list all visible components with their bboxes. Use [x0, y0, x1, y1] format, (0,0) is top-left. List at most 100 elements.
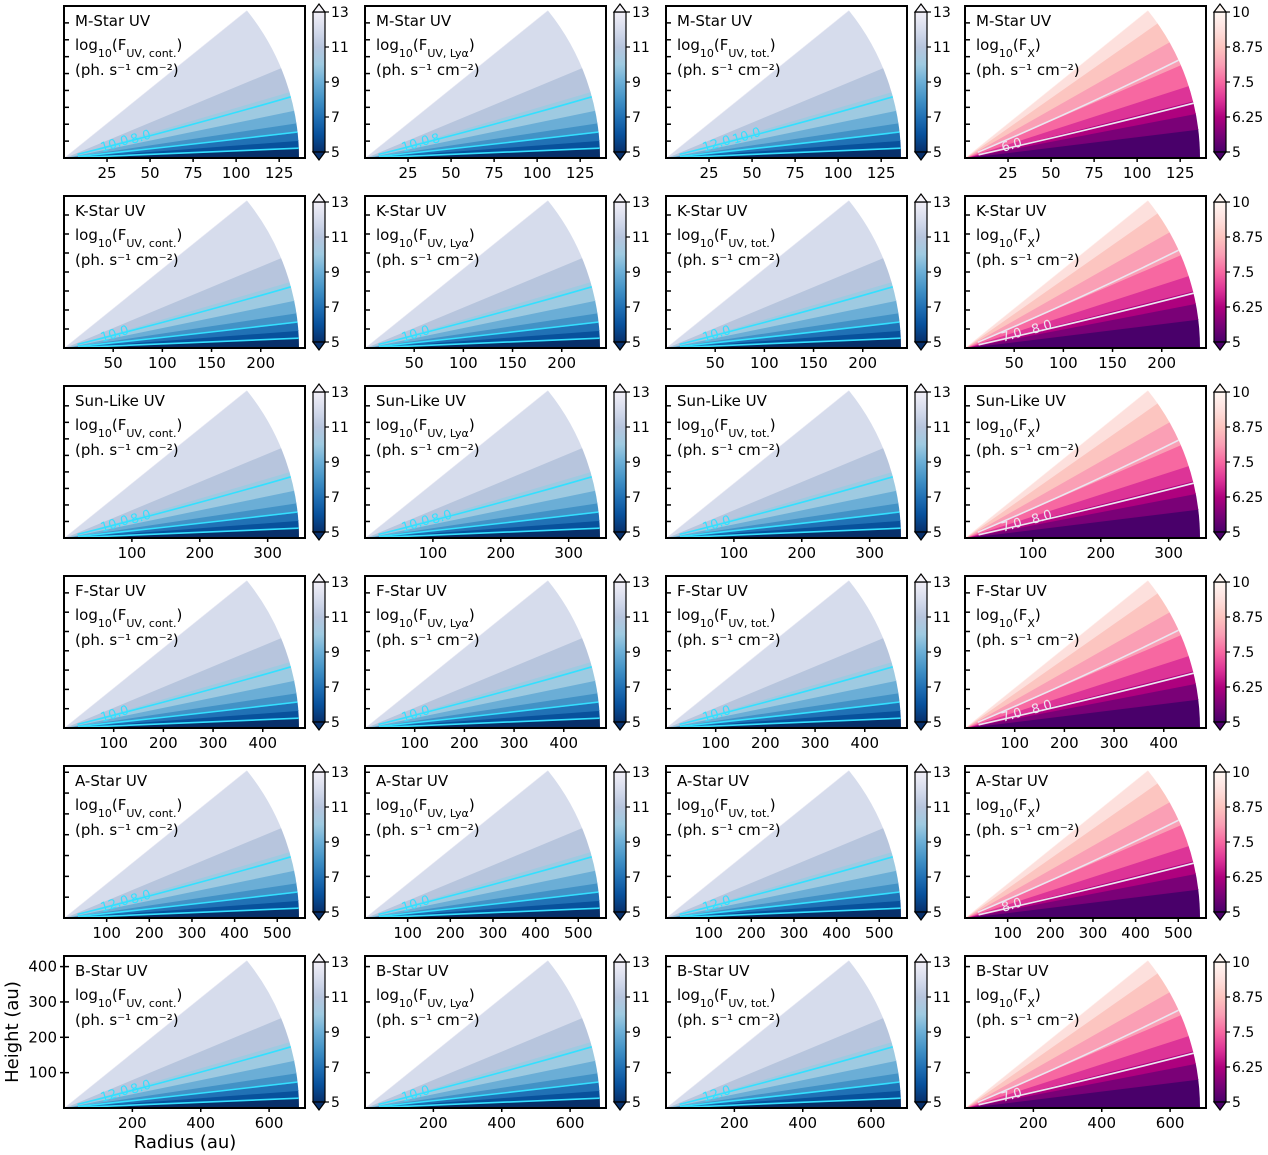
y-tick-label: 300	[28, 993, 57, 1011]
x-tick-label: 150	[197, 354, 226, 372]
panel-title: K-Star UV	[677, 202, 748, 220]
x-tick-label: 25	[699, 164, 718, 182]
colorbar-extend-top	[1212, 383, 1228, 393]
panel-title: K-Star UV	[376, 202, 447, 220]
panel-title: M-Star UV	[976, 12, 1052, 30]
colorbar-tick-label: 7	[632, 110, 641, 126]
colorbar-tick-label: 11	[933, 420, 951, 436]
panel-a-star-4: 8.0 100 200 300 400 500 A-Star UV log10(FX)(ph.…	[964, 763, 1263, 942]
panel-title: Sun-Like UV	[75, 392, 166, 410]
panel-units: (ph. s⁻¹ cm⁻²)	[976, 1011, 1080, 1029]
colorbar-tick-label: 9	[331, 835, 340, 851]
x-tick-label: 100	[393, 924, 422, 942]
colorbar-extend-bottom	[1212, 911, 1228, 921]
colorbar-tick-label: 7.5	[1232, 75, 1254, 91]
colorbar-tick-label: 7.5	[1232, 265, 1254, 281]
flux-map	[666, 960, 901, 1108]
contour-line	[679, 147, 901, 159]
colorbar-tick-label: 6.25	[1232, 1060, 1263, 1076]
axes-frame	[964, 575, 1207, 729]
colorbar-tick-label: 11	[331, 230, 349, 246]
x-tick-label: 300	[253, 544, 282, 562]
colorbar-tick-label: 6.25	[1232, 490, 1263, 506]
axes-frame	[364, 385, 607, 539]
colorbar-tick-label: 13	[632, 575, 650, 591]
flux-map	[666, 10, 901, 159]
panel-quantity: log10(FX)	[976, 606, 1041, 630]
contour-line	[679, 321, 900, 348]
x-tick-label: 200	[436, 924, 465, 942]
axes-frame	[63, 5, 306, 159]
colorbar-tick-label: 7	[933, 110, 942, 126]
x-tick-label: 200	[848, 354, 877, 372]
colorbar-extend-top	[612, 573, 628, 583]
x-tick-label: 300	[178, 924, 207, 942]
colorbar	[1213, 11, 1227, 153]
x-tick-label: 300	[801, 734, 830, 752]
colorbar-tick-label: 9	[331, 455, 340, 471]
panel-quantity: log10(FX)	[976, 226, 1041, 250]
colorbar-tick-label: 7	[933, 300, 942, 316]
x-tick-label: 200	[1036, 924, 1065, 942]
contour-line	[77, 476, 292, 536]
colorbar-extend-top	[612, 3, 628, 13]
x-tick-label: 300	[1154, 544, 1183, 562]
contour-line	[679, 907, 901, 918]
x-tick-label: 100	[694, 924, 723, 942]
colorbar-tick-label: 7	[632, 490, 641, 506]
colorbar-tick-label: 11	[933, 230, 951, 246]
colorbar-tick-label: 5	[1232, 335, 1241, 351]
colorbar-tick-label: 11	[331, 800, 349, 816]
contour-label: 7.0	[1000, 325, 1024, 345]
x-tick-label: 200	[547, 354, 576, 372]
colorbar-extend-top	[913, 763, 929, 773]
colorbar-extend-bottom	[913, 721, 929, 731]
colorbar-tick-label: 7	[632, 870, 641, 886]
x-tick-label: 150	[498, 354, 527, 372]
colorbar	[613, 391, 627, 533]
contour-line	[378, 321, 599, 348]
colorbar-tick-label: 8.75	[1232, 610, 1263, 626]
axes-frame	[63, 955, 306, 1109]
panel-title: B-Star UV	[677, 962, 750, 980]
panel-quantity: log10(FUV, cont.)	[75, 606, 182, 630]
colorbar-tick-label: 13	[933, 765, 951, 781]
x-tick-label: 400	[1149, 734, 1178, 752]
colorbar-extend-top	[612, 193, 628, 203]
colorbar-tick-label: 11	[933, 800, 951, 816]
colorbar-tick-label: 8.75	[1232, 420, 1263, 436]
contour-line	[378, 856, 593, 916]
panel-quantity: log10(FUV, tot.)	[677, 796, 776, 820]
contour-label: 8.0	[1030, 697, 1054, 717]
colorbar-extend-bottom	[612, 911, 628, 921]
x-tick-label: 50	[405, 354, 424, 372]
colorbar-tick-label: 7	[331, 110, 340, 126]
contour-line	[978, 102, 1194, 156]
panel-quantity: log10(FX)	[976, 986, 1041, 1010]
contour-line	[378, 717, 600, 728]
axes-frame	[63, 575, 306, 729]
x-tick-label: 400	[1087, 1114, 1116, 1132]
x-tick-label: 200	[118, 1114, 147, 1132]
x-tick-label: 125	[1166, 164, 1195, 182]
colorbar-tick-label: 5	[632, 715, 641, 731]
contour-line	[378, 476, 593, 536]
colorbar-tick-label: 13	[632, 385, 650, 401]
x-tick-label: 600	[1156, 1114, 1185, 1132]
colorbar-extend-bottom	[311, 911, 327, 921]
panel-quantity: log10(FUV, tot.)	[677, 606, 776, 630]
colorbar-tick-label: 5	[632, 1095, 641, 1111]
x-tick-label: 100	[701, 734, 730, 752]
panel-quantity: log10(FUV, tot.)	[677, 416, 776, 440]
colorbar-extend-bottom	[612, 151, 628, 161]
colorbar-tick-label: 9	[632, 835, 641, 851]
colorbar-tick-label: 13	[331, 385, 349, 401]
x-tick-label: 200	[246, 354, 275, 372]
x-tick-label: 100	[92, 924, 121, 942]
x-tick-label: 400	[521, 924, 550, 942]
colorbar-extend-bottom	[612, 341, 628, 351]
